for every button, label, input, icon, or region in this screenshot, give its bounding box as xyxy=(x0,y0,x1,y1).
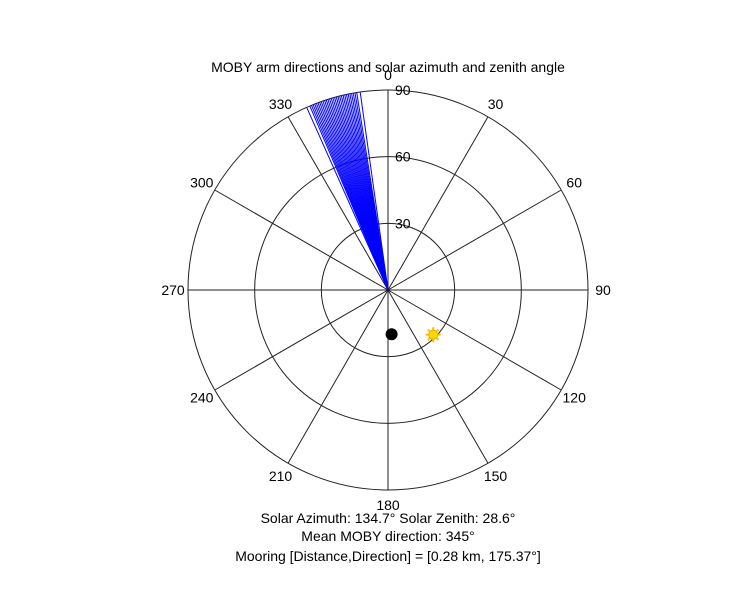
angle-label-60: 60 xyxy=(566,175,582,191)
radial-label-60: 60 xyxy=(395,149,411,165)
sun-icon xyxy=(425,327,441,343)
angle-label-180: 180 xyxy=(376,497,400,513)
arm-line xyxy=(359,91,389,291)
tick-labels: 0 30 60 90 120 150 180 210 240 270 300 330 30 60 90 xyxy=(161,67,611,513)
angle-label-120: 120 xyxy=(563,390,587,406)
angle-label-270: 270 xyxy=(161,282,185,298)
arm-line xyxy=(356,92,389,291)
spoke-30 xyxy=(387,116,489,291)
radial-label-90: 90 xyxy=(395,82,411,98)
spoke-210 xyxy=(287,289,389,464)
moby-arm-lines xyxy=(306,91,389,291)
spoke-330 xyxy=(287,116,389,291)
angle-label-330: 330 xyxy=(269,96,293,112)
polar-grid xyxy=(187,89,589,491)
sun-disc xyxy=(428,329,439,340)
angle-label-300: 300 xyxy=(190,175,214,191)
angle-label-210: 210 xyxy=(269,468,293,484)
markers xyxy=(385,327,441,343)
angle-label-0: 0 xyxy=(384,67,392,83)
spoke-240 xyxy=(214,289,389,391)
annotation-solar: Solar Azimuth: 134.7° Solar Zenith: 28.6… xyxy=(261,510,516,526)
annotation-mooring: Mooring [Distance,Direction] = [0.28 km,… xyxy=(235,548,541,564)
angle-label-30: 30 xyxy=(488,96,504,112)
angle-label-90: 90 xyxy=(595,282,611,298)
arm-line xyxy=(306,107,389,291)
mooring-marker xyxy=(385,328,398,341)
annotation-mean-direction: Mean MOBY direction: 345° xyxy=(301,528,474,544)
spoke-60 xyxy=(387,189,562,291)
spoke-120 xyxy=(387,289,562,391)
spoke-300 xyxy=(214,189,389,291)
angle-label-150: 150 xyxy=(484,468,508,484)
angle-label-240: 240 xyxy=(190,390,214,406)
spoke-150 xyxy=(387,289,489,464)
radial-label-30: 30 xyxy=(395,215,411,231)
chart-title: MOBY arm directions and solar azimuth an… xyxy=(211,59,565,75)
